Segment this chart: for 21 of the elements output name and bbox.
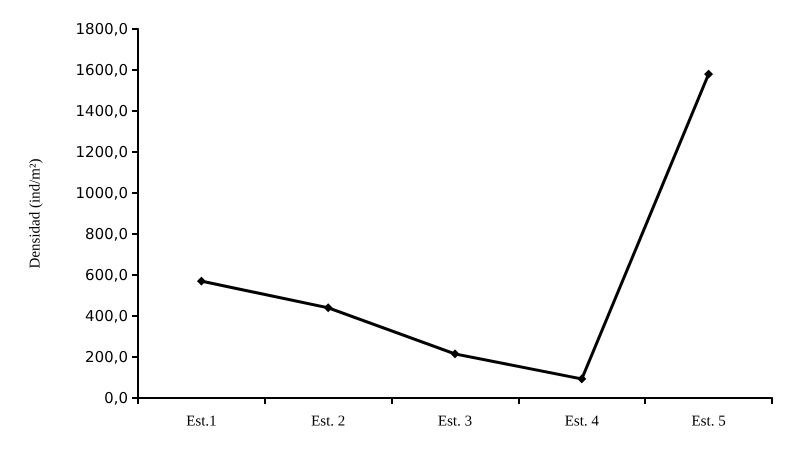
point — [324, 303, 333, 312]
point — [196, 276, 206, 286]
x-tick-label: Est.1 — [186, 414, 217, 430]
y-tick-label: 200,0 — [85, 348, 128, 366]
point — [704, 70, 714, 79]
x-tick-label: Est. 5 — [692, 414, 726, 430]
y-tick-label: 400,0 — [85, 307, 128, 325]
x-tick-label: Est. 2 — [311, 414, 346, 430]
y-axis-title: Densidad (ind/m²) — [28, 158, 44, 268]
y-tick-label: 1200,0 — [76, 143, 128, 161]
y-tick-label: 800,0 — [85, 225, 128, 243]
y-tick-label: 1600,0 — [76, 61, 128, 79]
point — [577, 374, 586, 384]
y-tick-label: 1800,0 — [76, 20, 128, 38]
x-tick-label: Est. 4 — [564, 414, 600, 430]
x-tick-label: Est. 3 — [438, 414, 472, 430]
y-tick-label: 600,0 — [85, 266, 128, 284]
y-tick-label: 1000,0 — [76, 184, 128, 202]
y-tick-label: 1400,0 — [76, 102, 128, 120]
point — [450, 349, 460, 358]
y-tick-label: 0,0 — [104, 389, 128, 407]
